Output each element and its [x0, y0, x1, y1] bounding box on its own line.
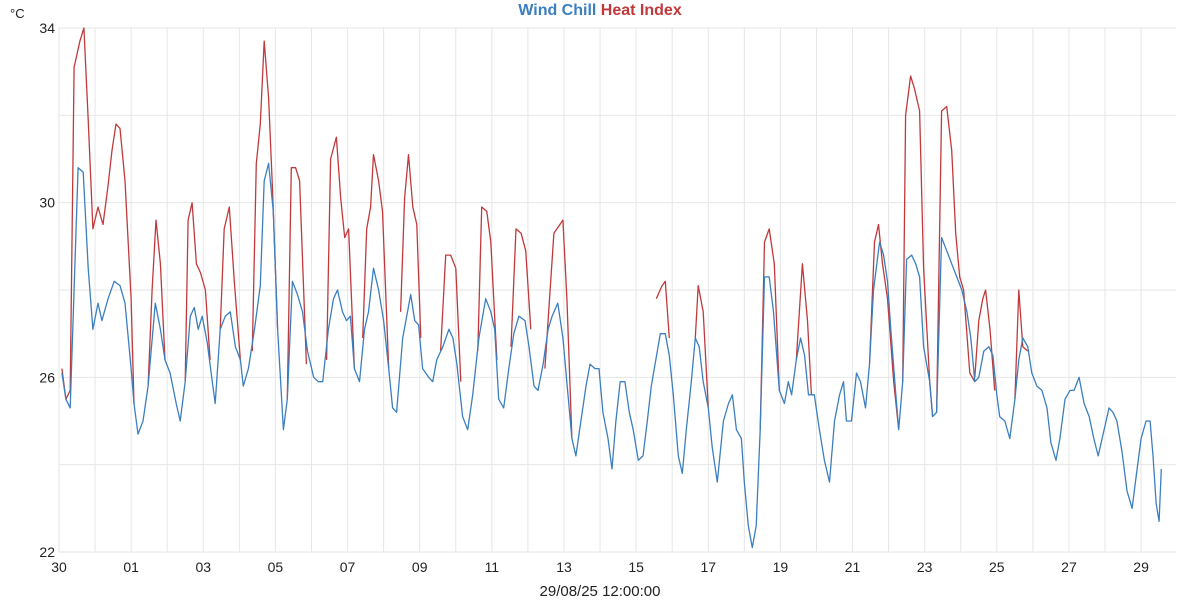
x-tick-label: 30 [51, 559, 67, 575]
x-tick-label: 13 [556, 559, 572, 575]
chart-title: Wind Chill Heat Index [0, 2, 1200, 20]
heat-index-line [147, 219, 166, 387]
x-tick-label: 23 [917, 559, 933, 575]
y-axis-unit: °C [10, 6, 25, 21]
x-tick-label: 03 [195, 559, 211, 575]
x-tick-label: 29 [1133, 559, 1149, 575]
y-tick-label: 30 [39, 195, 55, 211]
x-tick-label: 15 [628, 559, 644, 575]
wind-chill-line [61, 162, 1162, 549]
heat-index-line [759, 228, 780, 430]
heat-index-line [61, 27, 135, 404]
legend-wind-chill: Wind Chill [518, 2, 597, 19]
y-tick-label: 26 [39, 369, 55, 385]
x-tick-label: 09 [412, 559, 428, 575]
heat-index-line [399, 153, 422, 339]
x-tick-label: 07 [340, 559, 356, 575]
heat-index-line [477, 206, 498, 360]
x-tick-label: 17 [700, 559, 716, 575]
heat-index-line [325, 136, 356, 369]
heat-index-line [868, 223, 900, 430]
heat-index-line [362, 153, 390, 369]
heat-index-line [902, 75, 934, 417]
legend-heat-index: Heat Index [600, 2, 682, 19]
heat-index-line [795, 263, 813, 395]
x-tick-label: 25 [989, 559, 1005, 575]
heat-index-line [1014, 289, 1029, 400]
x-tick-label: 11 [485, 559, 500, 575]
heat-index-line [694, 284, 709, 408]
x-axis-ticks: 30 01 03 05 07 09 11 13 15 17 19 21 23 25 27 29 [51, 559, 1149, 575]
heat-index-line [286, 167, 308, 400]
x-tick-label: 01 [123, 559, 139, 575]
x-tick-label: 27 [1061, 559, 1077, 575]
heat-index-line [184, 202, 211, 382]
grid-lines [58, 27, 1176, 553]
x-tick-label: 21 [845, 559, 861, 575]
x-axis-label: 29/08/25 12:00:00 [539, 583, 661, 600]
y-axis-ticks: 22 26 30 34 [39, 20, 55, 560]
series-lines [61, 27, 1162, 549]
heat-index-line [655, 280, 670, 339]
heat-index-line [974, 289, 996, 391]
y-tick-label: 34 [39, 20, 55, 36]
heat-index-line [251, 40, 279, 352]
heat-index-line [935, 105, 976, 413]
y-tick-label: 22 [39, 544, 55, 560]
x-tick-label: 05 [268, 559, 284, 575]
heat-index-line [439, 254, 462, 382]
heat-index-line [219, 206, 242, 360]
x-tick-label: 19 [773, 559, 789, 575]
heat-index-line [544, 219, 573, 439]
heat-index-line [510, 228, 532, 347]
